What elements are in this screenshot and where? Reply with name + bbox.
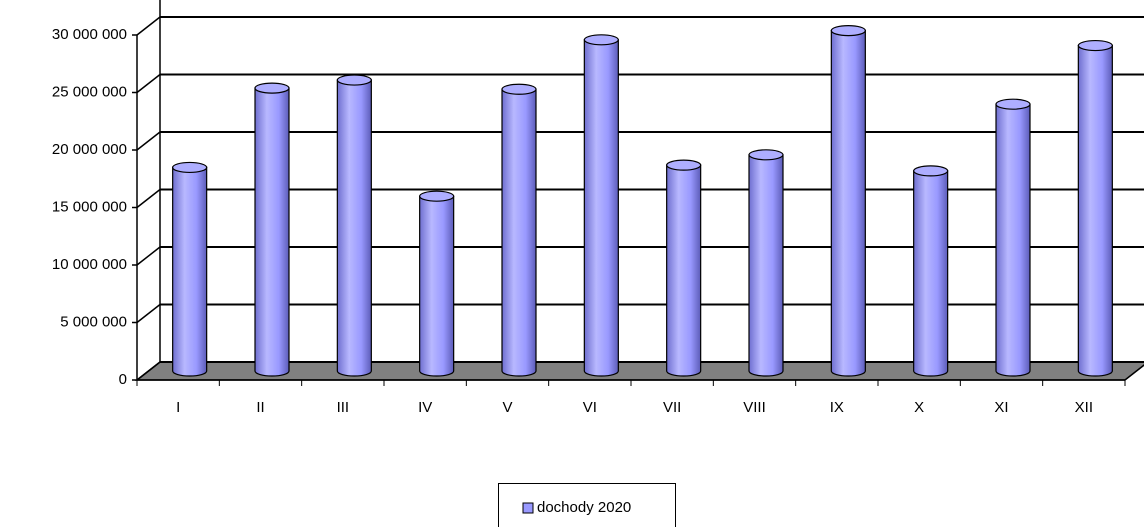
bar-top	[666, 159, 702, 171]
bar	[336, 79, 372, 377]
bar-top	[419, 190, 455, 202]
grid-line-side	[136, 131, 161, 151]
x-tick-label: IX	[830, 399, 844, 416]
x-tick-label: VII	[663, 399, 681, 416]
bar	[172, 166, 208, 377]
grid-line-side	[136, 73, 161, 94]
bar-top	[913, 165, 949, 177]
grid-line-side	[136, 303, 161, 324]
bar-top	[748, 149, 784, 161]
bar-top	[336, 74, 372, 86]
bar	[1077, 44, 1113, 377]
y-tick-label: 25 000 000	[52, 83, 127, 100]
x-tick-label: I	[176, 399, 180, 416]
bar-top	[501, 83, 537, 95]
x-tick-label: III	[337, 399, 350, 416]
x-tick-label: XI	[994, 399, 1008, 416]
x-tick-label: XII	[1075, 399, 1093, 416]
legend-label: dochody 2020	[537, 499, 631, 516]
bar-top	[1077, 39, 1113, 52]
bar-top	[995, 98, 1031, 110]
x-tick-label: VIII	[743, 399, 766, 416]
bar	[913, 170, 949, 377]
bar-top	[172, 161, 208, 174]
bar	[666, 164, 702, 377]
bar	[419, 195, 455, 377]
y-tick-label: 30 000 000	[52, 26, 127, 43]
x-tick-label: V	[502, 399, 512, 416]
bar-top	[254, 82, 290, 94]
bar-top	[830, 25, 866, 37]
y-tick-label: 0	[119, 371, 127, 388]
bar	[583, 39, 619, 377]
bar	[830, 30, 866, 377]
x-tick-label: X	[914, 399, 924, 416]
y-tick-label: 15 000 000	[52, 198, 127, 215]
legend-swatch	[522, 502, 534, 514]
x-tick-label: II	[256, 399, 264, 416]
y-tick-label: 5 000 000	[60, 313, 127, 330]
grid-line-side	[136, 361, 161, 381]
bar	[748, 154, 784, 377]
y-tick-label: 10 000 000	[52, 256, 127, 273]
bar	[254, 87, 290, 377]
grid-line-side	[136, 188, 161, 209]
grid-line-side	[136, 246, 161, 266]
x-tick-label: VI	[583, 399, 597, 416]
bar	[995, 103, 1031, 377]
bar	[501, 88, 537, 377]
grid-line-side	[136, 16, 161, 36]
bar-top	[583, 34, 619, 46]
y-tick-label: 20 000 000	[52, 141, 127, 158]
x-tick-label: IV	[418, 399, 432, 416]
